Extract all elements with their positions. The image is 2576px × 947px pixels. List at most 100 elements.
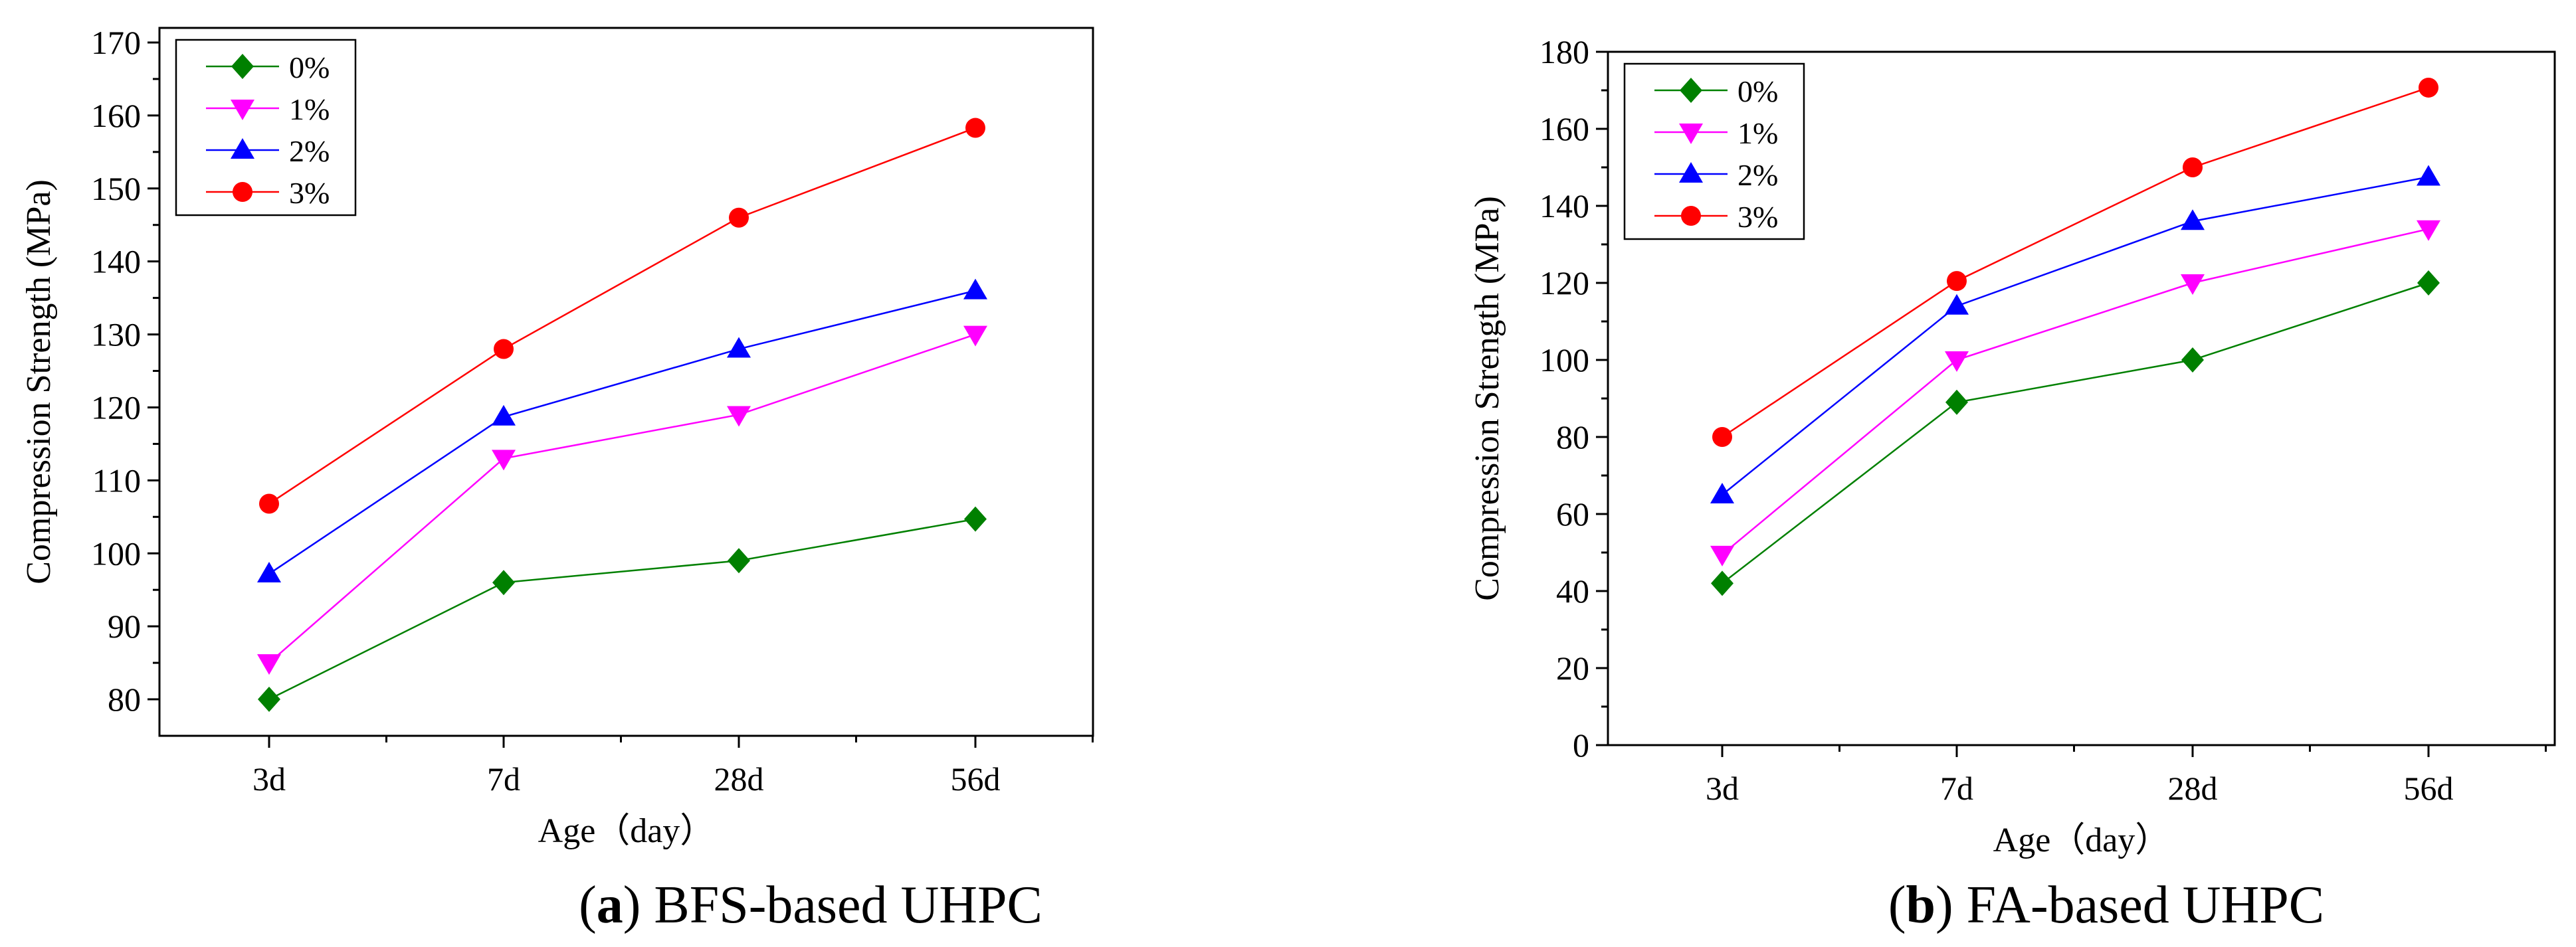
caption-b: (b) FA-based UHPC [1888, 876, 2325, 934]
data-point [1947, 271, 1967, 292]
y-tick-label: 160 [1539, 110, 1589, 147]
x-tick-label: 28d [714, 760, 764, 798]
series-line-3% [1722, 86, 2429, 438]
x-tick-label: 56d [951, 760, 1001, 798]
y-tick-label: 60 [1556, 495, 1589, 533]
legend-marker [231, 138, 254, 159]
x-tick-label: 28d [2168, 770, 2218, 807]
caption-a: (a) BFS-based UHPC [579, 876, 1042, 934]
series-line-2% [1722, 176, 2429, 495]
y-tick-label: 150 [91, 170, 141, 207]
data-point [1945, 351, 1969, 372]
y-tick-label: 100 [91, 535, 141, 572]
caption-a-text: BFS-based UHPC [654, 876, 1042, 934]
y-tick-label: 120 [91, 388, 141, 426]
legend-marker [1679, 162, 1703, 183]
data-point [729, 207, 749, 228]
legend-label: 3% [1737, 200, 1778, 234]
data-point [1945, 389, 1968, 415]
data-point [1710, 545, 1734, 566]
y-tick-label: 120 [1539, 264, 1589, 301]
legend-label: 2% [289, 134, 330, 168]
series-line-3% [268, 127, 976, 505]
data-point [257, 562, 281, 583]
caption-a-letter: a [596, 876, 623, 934]
data-point [728, 548, 750, 574]
data-point [2181, 274, 2205, 295]
y-tick-label: 130 [91, 316, 141, 353]
y-tick-label: 180 [1539, 33, 1589, 70]
data-point [259, 493, 279, 514]
series-line-1% [1722, 228, 2429, 555]
data-point [2419, 77, 2438, 98]
caption-b-letter: b [1906, 876, 1935, 934]
y-tick-label: 80 [1556, 418, 1589, 456]
y-tick-label: 110 [92, 462, 141, 499]
y-tick-label: 20 [1556, 649, 1589, 687]
data-point [727, 406, 751, 427]
legend-label: 0% [1737, 74, 1778, 108]
data-point [2417, 220, 2440, 241]
legend: 0% 1% 2% 3% [1623, 62, 1805, 240]
legend-label: 0% [289, 50, 330, 84]
y-tick-label: 140 [91, 243, 141, 280]
y-tick-label: 170 [91, 24, 141, 61]
y-tick-label: 90 [108, 608, 141, 645]
caption-b-text: FA-based UHPC [1966, 876, 2325, 934]
legend-marker [1680, 78, 1702, 103]
data-point [258, 687, 280, 713]
legend-marker [1681, 206, 1701, 226]
data-point [2183, 157, 2203, 177]
y-tick-label: 140 [1539, 187, 1589, 224]
legend-marker [1679, 124, 1703, 144]
series-line-2% [268, 290, 976, 575]
x-tick-label: 56d [2404, 770, 2454, 807]
data-point [963, 278, 987, 300]
y-tick-label: 160 [91, 97, 141, 134]
data-point [1945, 294, 1969, 315]
y-axis-title: Compression Strength (MPa) [1468, 196, 1506, 601]
x-axis-title: Age（day） [538, 812, 715, 850]
data-point [494, 339, 514, 359]
y-tick-label: 100 [1539, 341, 1589, 379]
legend-marker [231, 100, 254, 120]
y-tick-label: 40 [1556, 572, 1589, 610]
data-point [963, 325, 987, 347]
x-axis-title: Age（day） [1993, 821, 2170, 859]
data-point [727, 337, 751, 358]
series-line-1% [268, 333, 976, 664]
legend-box [1623, 62, 1805, 240]
x-tick-label: 7d [487, 760, 520, 798]
data-point [2417, 165, 2440, 186]
legend-marker [233, 182, 252, 202]
data-point [965, 118, 985, 138]
series-line-0% [268, 518, 976, 701]
legend-box [175, 39, 357, 216]
legend-label: 1% [1737, 116, 1778, 150]
data-point [1712, 427, 1732, 447]
plot-frame [158, 27, 1094, 737]
data-point [2417, 270, 2440, 296]
data-point [492, 450, 516, 471]
legend-label: 1% [289, 92, 330, 126]
chart-b: 0 20 40 60 80 100 120 140 160 180 3d 7d 28d 56d Age（da… [1468, 33, 2556, 859]
data-point [964, 506, 987, 532]
data-point [1711, 570, 1734, 596]
legend-marker [231, 54, 254, 79]
series-line-0% [1722, 282, 2429, 584]
x-tick-label: 3d [1706, 770, 1739, 807]
x-tick-label: 7d [1940, 770, 1973, 807]
x-tick-label: 3d [252, 760, 286, 798]
legend: 0% 1% 2% 3% [175, 39, 357, 216]
data-point [2181, 347, 2204, 373]
data-point [257, 654, 281, 675]
data-point [2181, 209, 2205, 230]
data-point [492, 570, 515, 596]
y-tick-label: 80 [108, 681, 141, 718]
chart-a: 80 90 100 110 120 130 140 150 160 170 3d 7d 28d 56d Ag… [20, 24, 1094, 850]
legend-label: 2% [1737, 158, 1778, 192]
data-point [1710, 483, 1734, 503]
data-point [492, 404, 516, 426]
y-tick-label: 0 [1573, 727, 1589, 764]
